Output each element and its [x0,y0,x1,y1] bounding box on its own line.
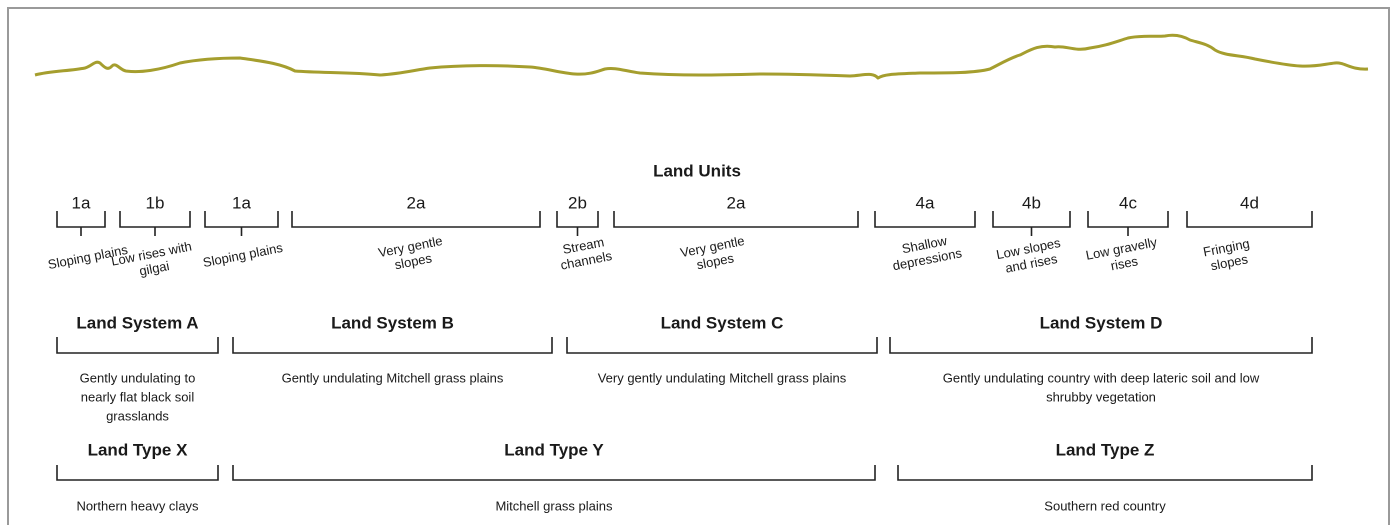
system-name: Land System C [661,313,784,332]
unit-code: 1a [72,193,91,212]
system-bracket [890,337,1312,353]
system-name: Land System D [1040,313,1163,332]
system-name: Land System A [76,313,198,332]
unit-label: Sloping plains [202,240,285,270]
land-units-diagram: Land Units 1aSloping plains1bLow rises w… [0,0,1395,525]
system-name: Land System B [331,313,454,332]
type-name: Land Type Z [1056,440,1155,459]
type-bracket [57,465,218,480]
unit-code: 2b [568,193,587,212]
type-bracket [233,465,875,480]
unit-code: 1b [146,193,165,212]
type-description: Northern heavy clays [76,498,199,513]
unit-bracket [292,211,540,227]
type-description: Mitchell grass plains [495,498,613,513]
type-description: Southern red country [1044,498,1166,513]
unit-code: 4a [916,193,935,212]
unit-bracket [557,211,598,227]
system-description: Gently undulating Mitchell grass plains [282,370,504,385]
unit-code: 4c [1119,193,1137,212]
system-description: shrubby vegetation [1046,389,1156,404]
unit-bracket [1187,211,1312,227]
unit-code: 4d [1240,193,1259,212]
terrain-profile [35,35,1368,78]
system-description: nearly flat black soil [81,389,195,404]
section-title: Land Units [653,161,741,180]
unit-bracket [614,211,858,227]
system-bracket [567,337,877,353]
unit-bracket [875,211,975,227]
unit-bracket [57,211,105,227]
system-description: Gently undulating country with deep late… [943,370,1260,385]
system-bracket [233,337,552,353]
unit-bracket [993,211,1070,227]
unit-bracket [120,211,190,227]
system-bracket [57,337,218,353]
unit-code: 1a [232,193,251,212]
type-name: Land Type Y [504,440,604,459]
system-description: Very gently undulating Mitchell grass pl… [598,370,847,385]
unit-bracket [1088,211,1168,227]
unit-code: 2a [407,193,426,212]
unit-bracket [205,211,278,227]
unit-code: 4b [1022,193,1041,212]
unit-label-line: Sloping plains [202,240,285,270]
system-description: Gently undulating to [80,370,196,385]
type-bracket [898,465,1312,480]
unit-code: 2a [727,193,746,212]
system-description: grasslands [106,408,169,423]
type-name: Land Type X [88,440,188,459]
